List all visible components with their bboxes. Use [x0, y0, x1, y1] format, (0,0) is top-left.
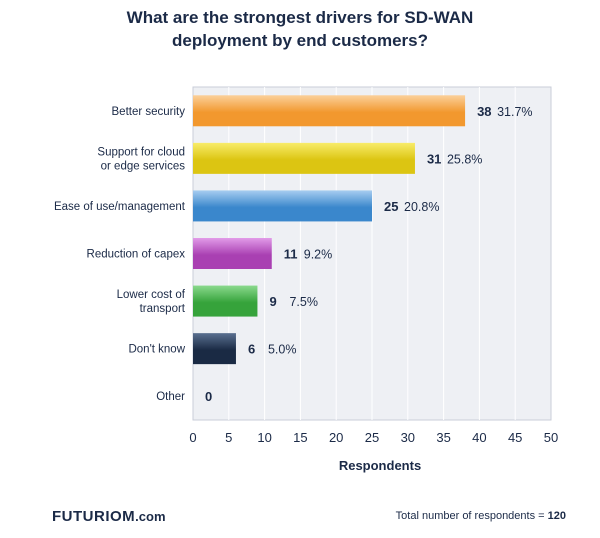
- brand-suffix: .com: [135, 509, 166, 524]
- bar: [193, 238, 272, 269]
- category-label: Support for cloud or edge services: [97, 146, 185, 172]
- x-tick-label: 45: [508, 430, 522, 445]
- x-tick-label: 25: [365, 430, 379, 445]
- x-tick-label: 15: [293, 430, 307, 445]
- percent-label: 9.2%: [304, 248, 333, 262]
- bar: [193, 190, 372, 222]
- value-label: 31: [427, 151, 441, 166]
- category-label: Reduction of capex: [87, 249, 186, 261]
- bar: [193, 142, 415, 174]
- bar: [193, 333, 236, 365]
- brand-name: FUTURIOM: [52, 508, 136, 525]
- value-label: 0: [205, 389, 212, 404]
- category-label: Other: [156, 391, 185, 403]
- total-respondents: Total number of respondents = 120: [396, 510, 566, 522]
- percent-label: 5.0%: [268, 343, 297, 357]
- bar: [193, 95, 466, 127]
- total-respondents-label: Total number of respondents =: [395, 510, 545, 522]
- x-tick-label: 30: [401, 430, 415, 445]
- x-tick-label: 10: [257, 430, 271, 445]
- chart-title-line-1: What are the strongest drivers for SD-WA…: [126, 8, 474, 27]
- x-tick-label: 5: [225, 430, 232, 445]
- category-label: Lower cost of transport: [117, 289, 186, 315]
- x-axis-title: Respondents: [339, 458, 421, 473]
- value-label: 38: [477, 104, 491, 119]
- value-label: 11: [284, 247, 298, 262]
- x-tick-label: 50: [544, 430, 558, 445]
- brand-logo: FUTURIOM.com: [52, 508, 166, 525]
- bar: [193, 285, 258, 317]
- percent-label: 31.7%: [497, 105, 532, 119]
- category-label: Better security: [112, 106, 186, 118]
- value-label: 9: [269, 294, 276, 309]
- x-tick-label: 0: [189, 430, 196, 445]
- value-label: 6: [248, 342, 255, 357]
- percent-label: 20.8%: [404, 200, 439, 214]
- total-respondents-value: 120: [547, 510, 566, 522]
- percent-label: 7.5%: [289, 295, 318, 309]
- category-label: Don't know: [128, 344, 185, 356]
- value-label: 25: [384, 199, 398, 214]
- percent-label: 25.8%: [447, 152, 482, 166]
- x-tick-label: 35: [436, 430, 450, 445]
- x-tick-label: 20: [329, 430, 343, 445]
- chart-title: What are the strongest drivers for SD-WA…: [0, 6, 600, 52]
- category-label: Ease of use/management: [54, 201, 186, 213]
- x-tick-label: 40: [472, 430, 486, 445]
- chart-title-line-2: deployment by end customers?: [172, 31, 428, 50]
